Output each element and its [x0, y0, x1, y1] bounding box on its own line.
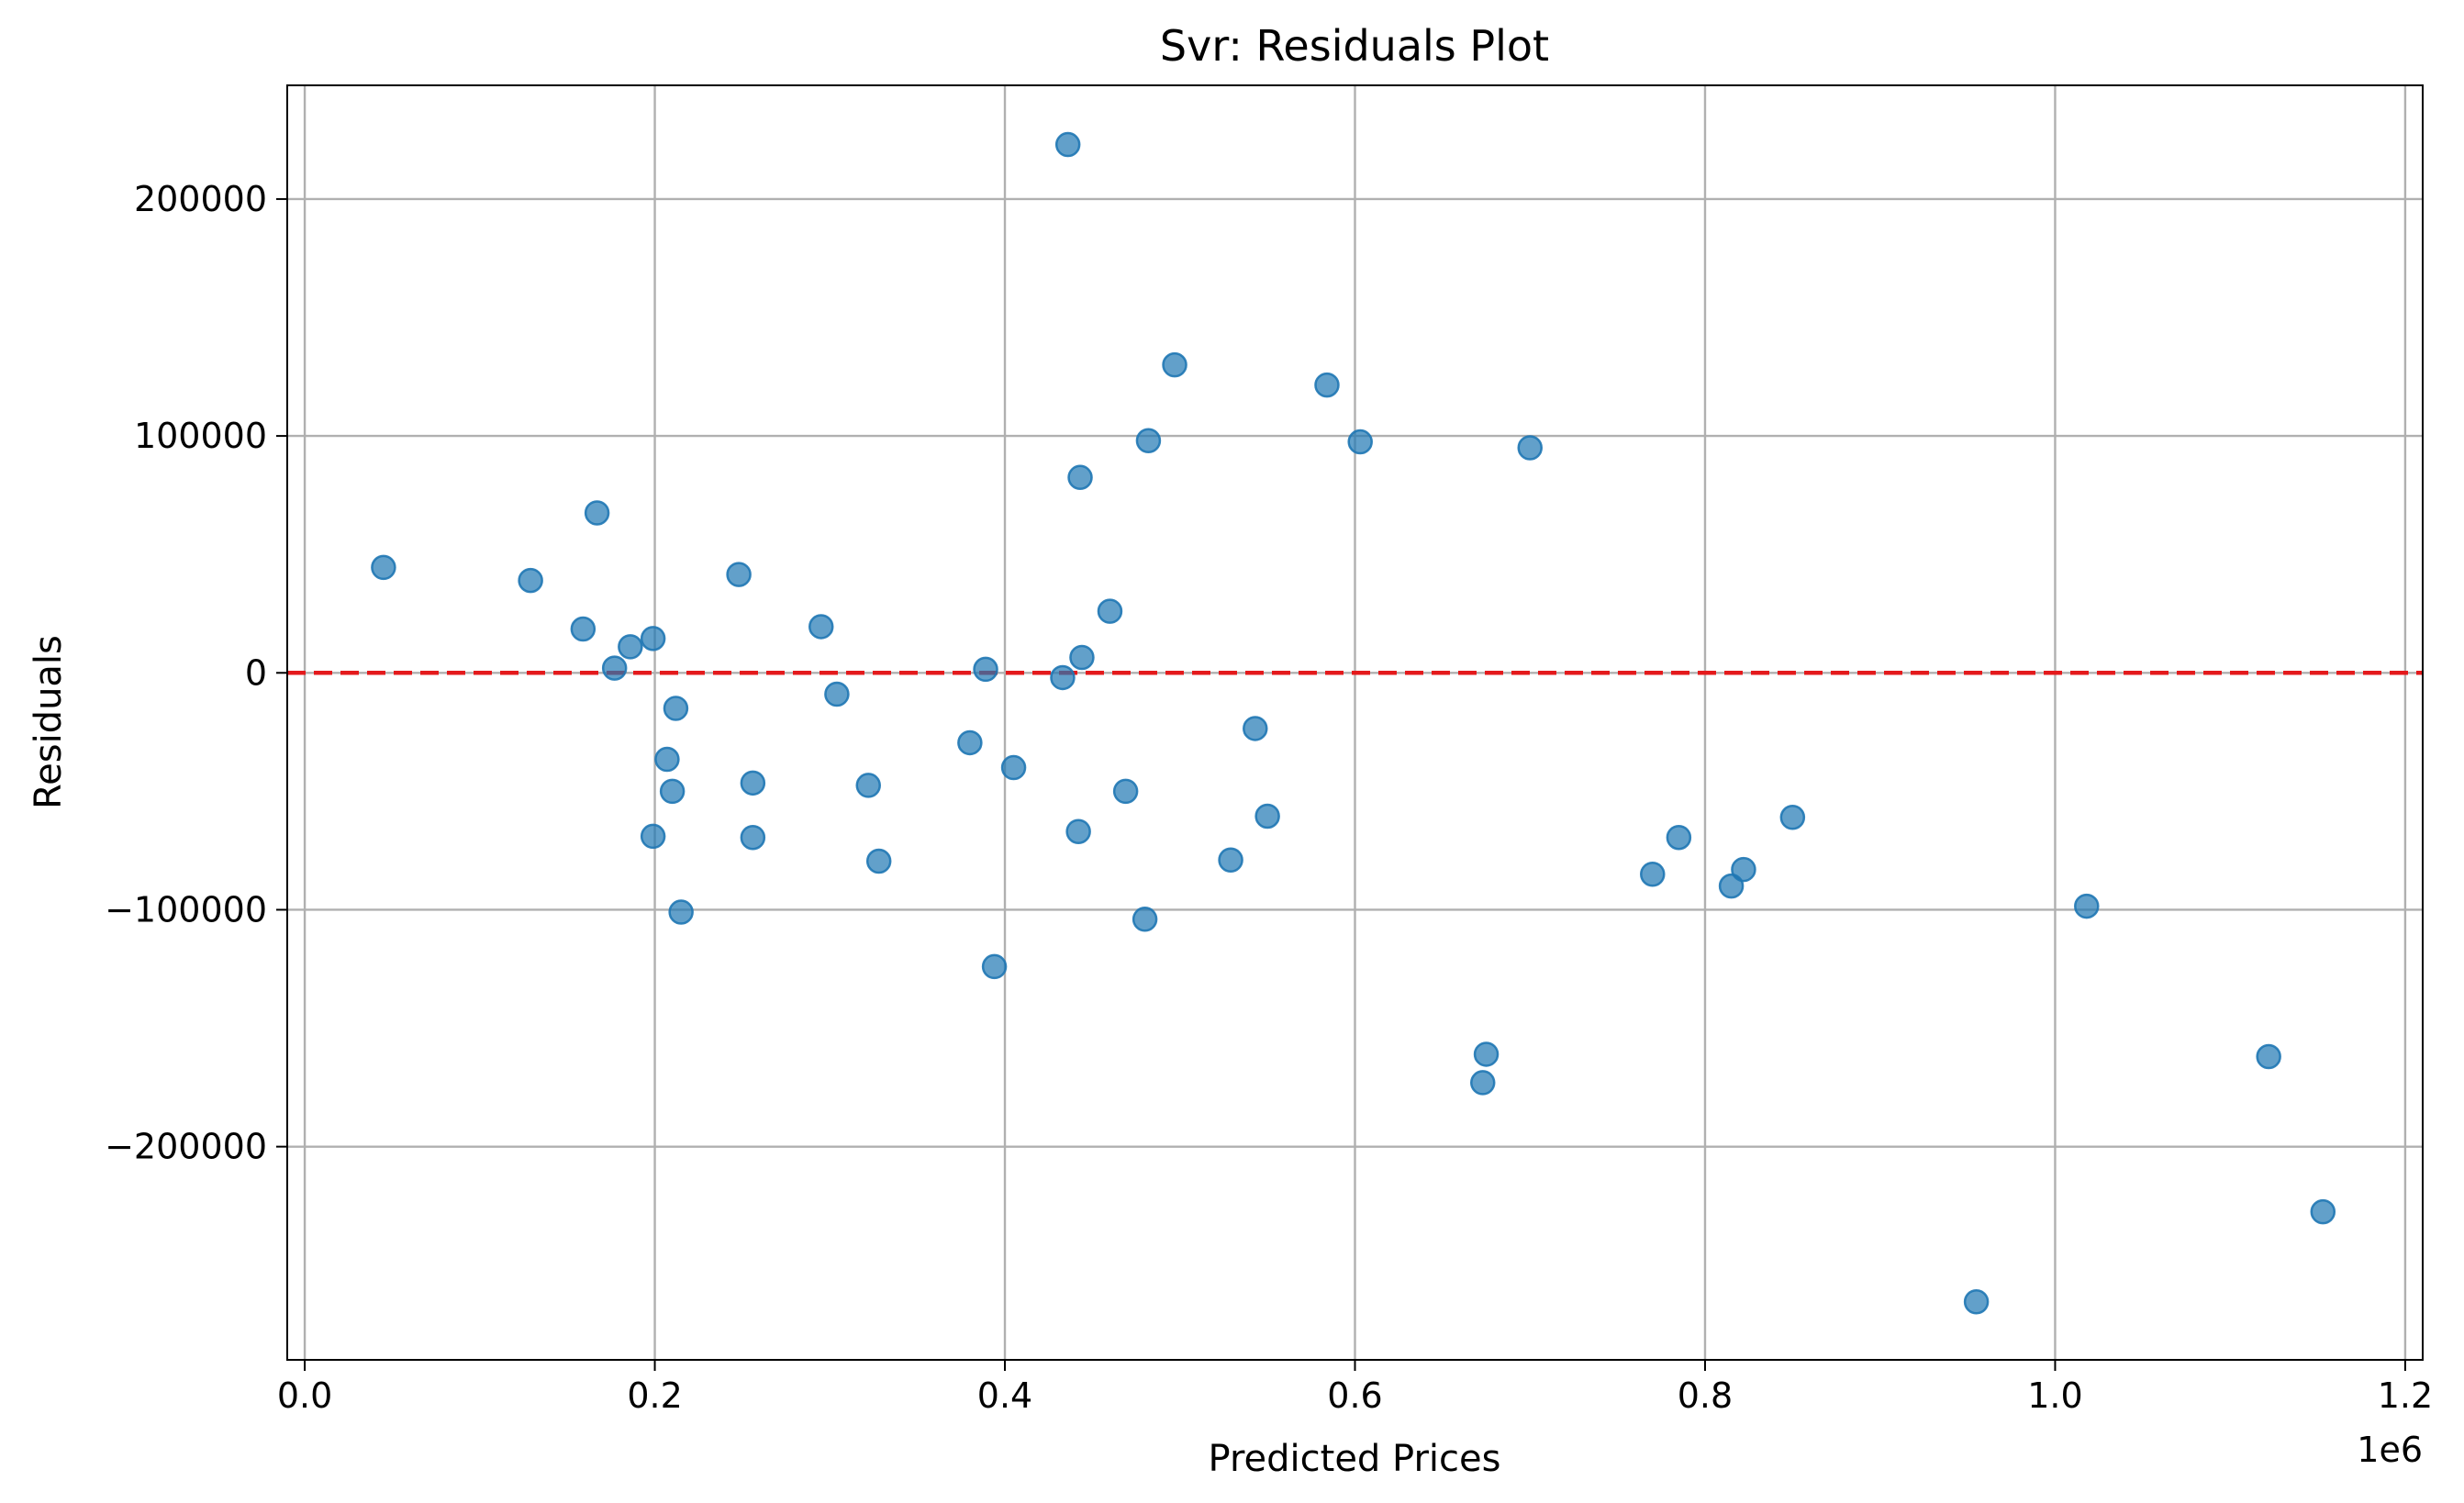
- data-points: [371, 131, 2336, 1315]
- data-point: [1517, 435, 1543, 461]
- data-point: [1347, 429, 1373, 455]
- axis-ticks: 0.0 0.2 0.4 0.6 0.8 1.0 1.2 −200000 −100000 0 1000…: [105, 179, 2433, 1416]
- y-tick-label: 200000: [134, 179, 267, 219]
- data-point: [740, 770, 766, 796]
- data-point: [1469, 1070, 1496, 1096]
- data-point: [740, 824, 766, 851]
- data-point: [570, 616, 596, 642]
- x-axis-label: Predicted Prices: [1209, 1438, 1501, 1480]
- data-point: [2074, 893, 2100, 919]
- data-point: [1135, 428, 1162, 454]
- data-point: [371, 554, 396, 581]
- data-point: [2310, 1198, 2336, 1225]
- data-point: [1314, 372, 1340, 398]
- y-tick-label: −200000: [105, 1127, 267, 1167]
- data-point: [659, 778, 686, 805]
- data-point: [2256, 1043, 2281, 1070]
- data-point: [1218, 847, 1243, 873]
- data-point: [668, 899, 694, 925]
- data-point: [726, 562, 752, 587]
- data-point: [654, 746, 680, 773]
- x-tick-label: 0.4: [977, 1375, 1032, 1416]
- data-point: [518, 567, 543, 594]
- data-point: [957, 729, 983, 756]
- x-axis-offset-label: 1e6: [2357, 1430, 2423, 1470]
- data-point: [640, 626, 666, 651]
- data-point: [1067, 464, 1093, 491]
- y-tick-label: 0: [245, 652, 267, 693]
- data-point: [1162, 351, 1187, 378]
- x-tick-label: 1.2: [2378, 1375, 2433, 1416]
- plot-frame: [286, 84, 2424, 1361]
- data-point: [1666, 824, 1692, 851]
- data-point: [1640, 861, 1666, 887]
- data-point: [1718, 873, 1745, 899]
- data-point: [1097, 598, 1123, 624]
- data-point: [1731, 856, 1756, 883]
- data-point: [584, 500, 610, 526]
- x-tick-label: 0.0: [277, 1375, 332, 1416]
- data-point: [1254, 803, 1280, 829]
- y-tick-label: −100000: [105, 889, 267, 930]
- data-point: [981, 953, 1008, 980]
- x-tick-label: 0.6: [1327, 1375, 1382, 1416]
- data-point: [865, 848, 892, 874]
- data-point: [855, 773, 881, 798]
- data-point: [824, 681, 850, 707]
- data-point: [808, 614, 834, 640]
- data-point: [1963, 1288, 1990, 1315]
- data-point: [640, 823, 666, 850]
- data-point: [1065, 818, 1091, 845]
- x-tick-label: 0.2: [627, 1375, 682, 1416]
- data-point: [1132, 907, 1158, 932]
- y-axis-label: Residuals: [28, 635, 70, 809]
- data-point: [663, 696, 689, 721]
- data-point: [1112, 778, 1139, 805]
- data-point: [1000, 754, 1027, 781]
- data-point: [1779, 805, 1806, 830]
- data-point: [601, 655, 628, 681]
- data-point: [1050, 664, 1076, 691]
- data-point: [618, 634, 643, 660]
- data-point: [1069, 644, 1095, 671]
- data-point: [1054, 131, 1081, 158]
- x-tick-label: 0.8: [1678, 1375, 1733, 1416]
- data-point: [973, 656, 998, 683]
- x-tick-label: 1.0: [2027, 1375, 2082, 1416]
- data-point: [1243, 716, 1268, 741]
- data-point: [1473, 1041, 1500, 1067]
- chart-title: Svr: Residuals Plot: [1160, 21, 1549, 71]
- y-tick-label: 100000: [134, 416, 267, 456]
